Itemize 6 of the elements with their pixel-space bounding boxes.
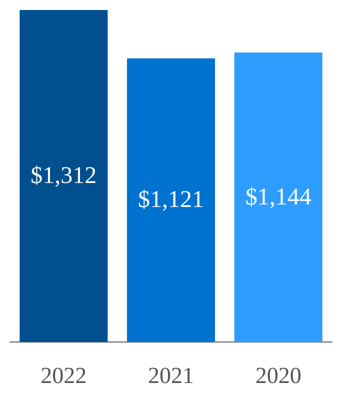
data-label: $1,312 [30,163,97,189]
data-label: $1,144 [245,184,312,210]
x-tick-label: 2022 [40,363,87,388]
x-tick-label: 2021 [148,363,194,388]
data-label: $1,121 [138,187,204,214]
x-tick-label: 2020 [255,363,302,388]
